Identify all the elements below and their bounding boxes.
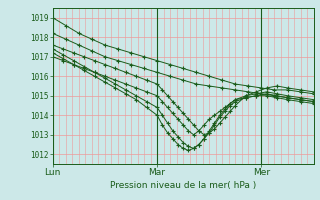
X-axis label: Pression niveau de la mer( hPa ): Pression niveau de la mer( hPa ) bbox=[110, 181, 256, 190]
